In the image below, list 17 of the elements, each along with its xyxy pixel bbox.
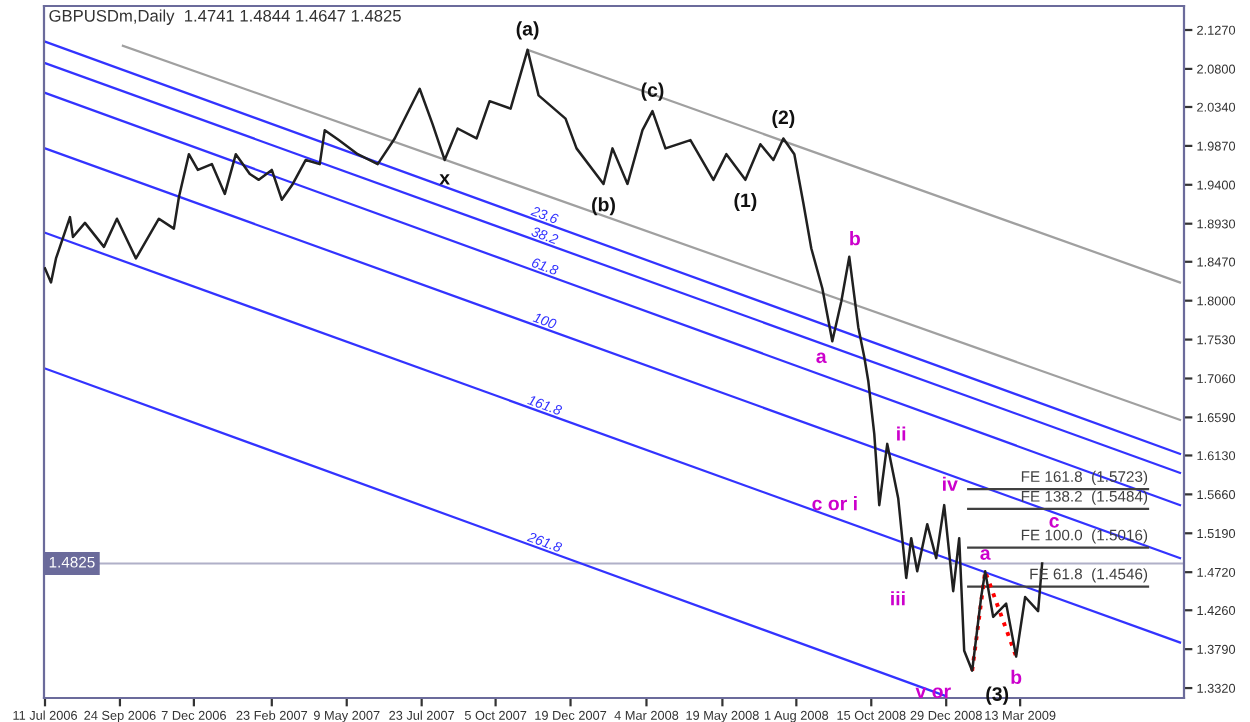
annotation: b: [850, 231, 860, 246]
annotation: ii: [897, 426, 906, 441]
annotation: iii: [891, 591, 905, 606]
annotation: (b): [592, 197, 615, 216]
annotation: (c): [641, 82, 664, 101]
chart-title: GBPUSDm,Daily 1.4741 1.4844 1.4647 1.4825: [49, 9, 401, 25]
annotation: c or i: [812, 496, 857, 511]
annotation: (1): [734, 192, 757, 212]
annotation: (a): [516, 21, 539, 40]
annotation: c: [1049, 517, 1059, 528]
annotation: x: [439, 174, 450, 185]
annotation: (2): [772, 109, 795, 129]
annotation: a: [980, 549, 991, 560]
annotation: a: [816, 352, 827, 364]
line-series: [44, 48, 1044, 672]
annotation: iv: [943, 476, 958, 491]
annotation: b: [1011, 669, 1022, 685]
